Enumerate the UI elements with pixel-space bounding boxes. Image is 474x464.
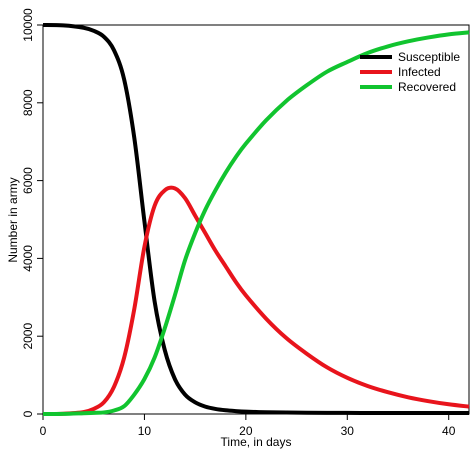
y-tick-label: 0 (21, 410, 35, 417)
legend-label-infected: Infected (398, 65, 441, 79)
y-axis-ticks: 0 2000 4000 6000 8000 10000 (21, 8, 43, 417)
y-axis-label: Number in army (6, 177, 20, 262)
series-line-susceptible (42, 23, 469, 416)
legend-label-susceptible: Susceptible (398, 50, 460, 64)
x-tick-label: 20 (239, 424, 253, 438)
series-line-infected (42, 185, 470, 416)
plot-area-frame (42, 24, 470, 415)
x-tick-label: 40 (442, 424, 456, 438)
y-tick-label: 2000 (21, 323, 35, 350)
series-lines (42, 23, 470, 417)
x-tick-label: 0 (40, 424, 47, 438)
series-line-recovered (42, 30, 470, 417)
y-tick-label: 10000 (21, 8, 35, 42)
x-axis-label: Time, in days (221, 435, 292, 449)
y-tick-label: 8000 (21, 89, 35, 116)
x-tick-label: 10 (138, 424, 152, 438)
x-tick-label: 30 (341, 424, 355, 438)
legend-label-recovered: Recovered (398, 80, 456, 94)
y-tick-label: 6000 (21, 167, 35, 194)
y-tick-label: 4000 (21, 245, 35, 272)
x-axis-ticks: 0 10 20 30 40 (40, 414, 456, 438)
